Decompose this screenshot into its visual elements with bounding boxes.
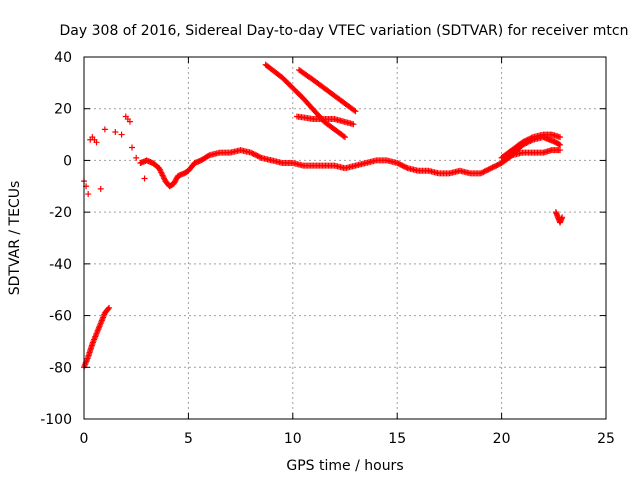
series-scatter-early xyxy=(81,113,148,198)
data-point xyxy=(520,138,527,145)
data-point xyxy=(526,136,533,143)
series-upper-track xyxy=(498,131,564,161)
data-point xyxy=(493,162,500,169)
data-point xyxy=(255,153,262,160)
data-point xyxy=(482,167,489,174)
data-point xyxy=(342,134,348,141)
data-point xyxy=(488,165,495,172)
data-point xyxy=(118,131,125,138)
data-point xyxy=(402,163,409,170)
axes: -100 -80 -60 -40 -20 0 20 40 0 5 10 15 20 25 xyxy=(40,50,615,447)
data-point xyxy=(126,118,133,125)
data-point xyxy=(480,169,487,176)
x-tick-label: 25 xyxy=(597,431,615,447)
data-point xyxy=(394,160,401,167)
data-point xyxy=(251,151,258,158)
y-axis-label: SDTVAR / TECUs xyxy=(7,181,23,296)
data-point xyxy=(97,185,104,192)
data-point xyxy=(400,163,407,170)
series-arc-b xyxy=(296,66,359,115)
y-tick-label: -40 xyxy=(49,257,72,273)
y-tick-label: -100 xyxy=(40,412,72,428)
data-point xyxy=(141,175,148,182)
data-point xyxy=(522,138,529,145)
data-point xyxy=(399,162,406,169)
data-point xyxy=(396,161,403,168)
data-point xyxy=(485,166,492,173)
plot-area xyxy=(81,61,566,371)
data-point xyxy=(527,135,534,142)
x-tick-label: 10 xyxy=(284,431,302,447)
data-point xyxy=(101,126,108,133)
data-point xyxy=(105,305,112,312)
data-point xyxy=(490,163,497,170)
data-point xyxy=(477,170,484,177)
data-point xyxy=(106,304,113,311)
data-point xyxy=(559,214,566,221)
data-point xyxy=(350,121,357,128)
data-point xyxy=(557,141,564,148)
data-point xyxy=(403,164,410,171)
data-point xyxy=(133,154,140,161)
data-point xyxy=(479,169,486,176)
data-point xyxy=(395,160,402,167)
series-ascending-start xyxy=(81,304,113,371)
y-tick-label: -80 xyxy=(49,360,72,376)
x-tick-label: 20 xyxy=(493,431,511,447)
data-point xyxy=(205,152,212,159)
data-point xyxy=(557,134,564,141)
data-point xyxy=(524,136,531,143)
data-point xyxy=(523,137,530,144)
data-point xyxy=(494,161,501,168)
data-point xyxy=(519,139,526,146)
x-tick-label: 0 xyxy=(80,431,89,447)
plot-frame xyxy=(83,56,607,420)
data-point xyxy=(249,150,256,157)
series-main-track xyxy=(137,134,564,190)
y-tick-label: -20 xyxy=(49,205,72,221)
data-point xyxy=(129,144,136,151)
data-point xyxy=(481,168,488,175)
data-point xyxy=(248,149,255,156)
y-tick-label: 0 xyxy=(63,153,72,169)
data-point xyxy=(257,154,264,161)
data-point xyxy=(528,134,535,141)
data-point xyxy=(340,133,347,140)
data-point xyxy=(254,152,261,159)
data-point xyxy=(250,150,257,157)
data-point xyxy=(398,161,405,168)
y-tick-label: -60 xyxy=(49,309,72,325)
x-axis-label: GPS time / hours xyxy=(286,458,403,474)
data-point xyxy=(85,191,92,198)
x-tick-label: 15 xyxy=(388,431,406,447)
data-point xyxy=(484,167,491,174)
data-point xyxy=(352,108,359,115)
data-point xyxy=(351,107,358,114)
y-tick-label: 40 xyxy=(54,50,72,66)
data-point xyxy=(557,147,564,154)
data-point xyxy=(492,163,499,170)
data-point xyxy=(489,164,496,171)
series-lower-track xyxy=(509,147,564,159)
series-flat-c xyxy=(293,113,357,128)
data-point xyxy=(93,139,100,146)
data-point xyxy=(556,141,563,148)
chart-title: Day 308 of 2016, Sidereal Day-to-day VTE… xyxy=(60,23,629,39)
y-tick-label: 20 xyxy=(54,102,72,118)
x-tick-label: 5 xyxy=(184,431,193,447)
data-point xyxy=(112,128,119,135)
grid xyxy=(84,57,606,419)
series-end-drop xyxy=(552,209,566,226)
data-point xyxy=(253,152,260,159)
data-point xyxy=(486,165,493,172)
data-point xyxy=(495,161,502,168)
